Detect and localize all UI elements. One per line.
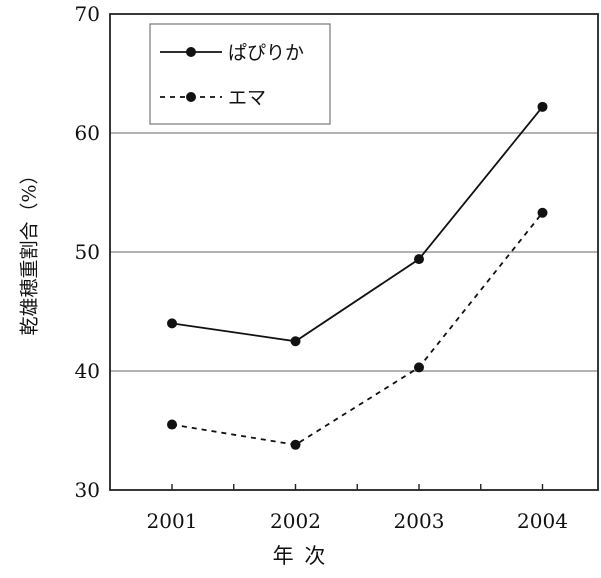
plot-frame [109,13,599,491]
x-tick-label: 2003 [394,509,445,533]
y-tick-label: 60 [75,121,100,145]
legend-label-2: エマ [228,87,266,109]
x-tick-label: 2004 [517,509,568,533]
series-line-1 [171,106,544,343]
data-point [167,318,177,329]
data-point [414,254,424,265]
data-point [537,207,548,218]
data-point [290,439,301,450]
legend-label-1: ぱぴりか [228,42,304,64]
x-axis-label: 年 次 [272,544,328,568]
y-tick-label: 50 [75,240,100,264]
data-point [167,419,177,430]
x-tick-label: 2001 [147,509,198,533]
y-tick-label: 70 [75,2,100,26]
data-point [414,362,424,373]
x-tick-label: 2002 [270,509,321,533]
data-point [537,101,548,112]
legend-marker-1 [186,47,196,57]
legend-marker-2 [186,92,196,102]
y-tick-label: 40 [75,359,100,383]
series-line-2 [171,212,544,446]
y-tick-label: 30 [75,478,100,502]
legend-box [149,23,331,125]
data-point [290,336,301,347]
